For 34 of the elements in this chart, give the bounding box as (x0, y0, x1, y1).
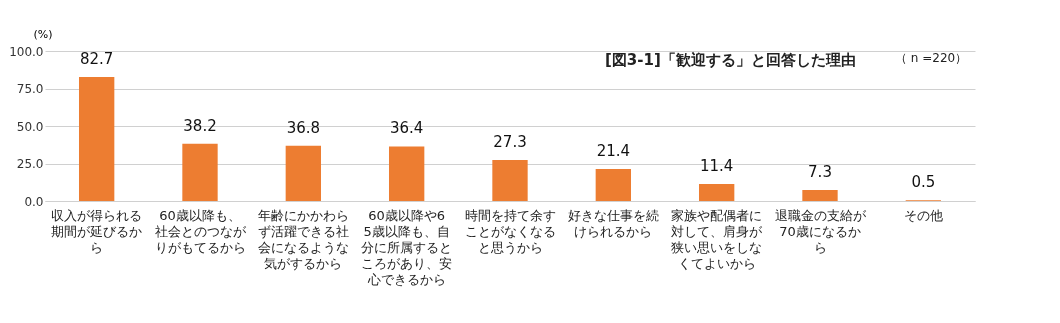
data-label: 0.5 (911, 173, 936, 192)
data-label: 82.7 (79, 49, 114, 68)
x-tick-label: 時間を持て余すことがなくなると思うから (464, 207, 556, 255)
x-tick-label: 60歳以降も、社会とのつながりがもてるから (154, 207, 247, 255)
x-tick-label: 好きな仕事を続けられるから (567, 207, 659, 239)
x-tick-label: 60歳以降や65歳以降も、自分に所属するところがあり、安心できるから (361, 207, 453, 287)
y-tick-label: 50.0 (16, 119, 44, 134)
bar (285, 145, 321, 201)
bar (182, 143, 218, 201)
bar (492, 160, 528, 201)
bar (389, 146, 425, 201)
bar (802, 190, 838, 201)
y-tick-label: 0.0 (24, 194, 44, 209)
data-label: 7.3 (808, 163, 832, 182)
bar (79, 76, 115, 201)
bar (699, 183, 735, 201)
bar (595, 168, 631, 201)
chart-title: [図3-1]「歓迎する」と回答した理由 (605, 51, 856, 69)
data-label: 38.2 (183, 116, 217, 135)
y-tick-label: 75.0 (16, 82, 44, 96)
data-label: 27.3 (493, 133, 527, 152)
x-tick-label: その他 (903, 207, 943, 223)
y-axis-title: (%) (33, 27, 53, 41)
y-tick-label: 25.0 (16, 157, 44, 171)
x-tick-label: 年齢にかかわらず活躍できる社会になるような気がするから (257, 207, 349, 271)
data-label: 36.8 (286, 118, 321, 137)
data-label: 21.4 (596, 141, 631, 160)
data-label: 11.4 (699, 156, 734, 175)
data-label: 36.4 (389, 119, 424, 138)
x-tick-label: 退職金の支給が70歳になるから (774, 207, 867, 255)
annotation: （ n =220） (895, 51, 968, 65)
y-tick-label: 100.0 (9, 44, 44, 59)
x-tick-label: 収入が得られる期間が延びるから (51, 207, 143, 255)
x-tick-label: 家族や配偶者に対して、肩身が狭い思いをしなくてよいから (671, 207, 764, 271)
